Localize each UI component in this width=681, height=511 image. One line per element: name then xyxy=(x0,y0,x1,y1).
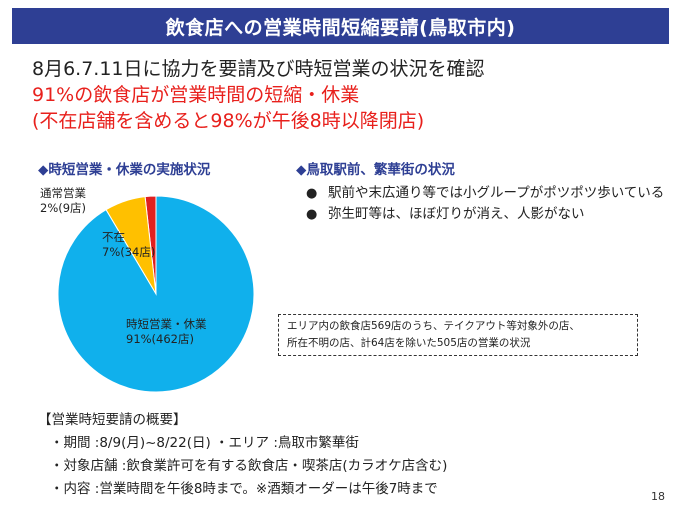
area-section-title: ◆鳥取駅前、繁華街の状況 xyxy=(296,162,455,178)
pie-label-normal: 通常営業 2%(9店) xyxy=(40,186,86,216)
summary-title: 【営業時短要請の概要】 xyxy=(38,412,187,428)
page-header: 飲食店への営業時間短縮要請(鳥取市内) xyxy=(12,8,669,44)
request-summary: 【営業時短要請の概要】 ・期間 :8/9(月)~8/22(日) ・エリア :鳥取… xyxy=(38,409,447,501)
pie-label-absent-value: 7%(34店) xyxy=(102,245,156,259)
area-status-list: ● 駅前や末広通り等では小グループがポツポツ歩いている ● 弥生町等は、ほぼ灯り… xyxy=(306,184,666,226)
lead-line-3: (不在店舗を含めると98%が午後8時以降閉店) xyxy=(32,110,425,132)
lead-line-1: 8月6.7.11日に協力を要請及び時短営業の状況を確認 xyxy=(32,58,485,80)
pie-chart: 時短営業・休業 91%(462店) 不在 7%(34店) 通常営業 2%(9店) xyxy=(40,168,269,398)
list-item: ● 弥生町等は、ほぼ灯りが消え、人影がない xyxy=(306,205,666,224)
pie-label-shortened-value: 91%(462店) xyxy=(126,332,194,346)
pie-label-shortened-name: 時短営業・休業 xyxy=(126,317,207,331)
list-item: ● 駅前や末広通り等では小グループがポツポツ歩いている xyxy=(306,184,666,203)
note-line-2: 所在不明の店、計64店を除いた505店の営業の状況 xyxy=(287,337,531,349)
pie-section-title: ◆時短営業・休業の実施状況 xyxy=(38,162,211,178)
list-item-text: 駅前や末広通り等では小グループがポツポツ歩いている xyxy=(328,185,665,201)
bullet-icon: ● xyxy=(306,207,318,222)
pie-label-absent-name: 不在 xyxy=(102,230,125,244)
pie-label-normal-name: 通常営業 xyxy=(40,186,86,200)
note-line-1: エリア内の飲食店569店のうち、テイクアウト等対象外の店、 xyxy=(287,320,580,332)
page-title: 飲食店への営業時間短縮要請(鳥取市内) xyxy=(165,16,516,39)
summary-target: ・対象店舗 :飲食業許可を有する飲食店・喫茶店(カラオケ店含む) xyxy=(50,458,448,474)
note-box: エリア内の飲食店569店のうち、テイクアウト等対象外の店、 所在不明の店、計64… xyxy=(278,314,638,356)
lead-text: 8月6.7.11日に協力を要請及び時短営業の状況を確認 91%の飲食店が営業時間… xyxy=(32,56,485,134)
pie-label-absent: 不在 7%(34店) xyxy=(102,230,155,260)
pie-chart-svg xyxy=(57,195,255,393)
summary-period: ・期間 :8/9(月)~8/22(日) ・エリア :鳥取市繁華街 xyxy=(50,435,359,451)
pie-slice-shortened xyxy=(57,195,255,393)
lead-line-2: 91%の飲食店が営業時間の短縮・休業 xyxy=(32,84,360,106)
pie-label-shortened: 時短営業・休業 91%(462店) xyxy=(126,317,207,347)
summary-content: ・内容 :営業時間を午後8時まで。※酒類オーダーは午後7時まで xyxy=(50,481,438,497)
list-item-text: 弥生町等は、ほぼ灯りが消え、人影がない xyxy=(328,206,585,222)
bullet-icon: ● xyxy=(306,186,318,201)
page-number: 18 xyxy=(651,490,665,503)
pie-label-normal-value: 2%(9店) xyxy=(40,201,87,215)
